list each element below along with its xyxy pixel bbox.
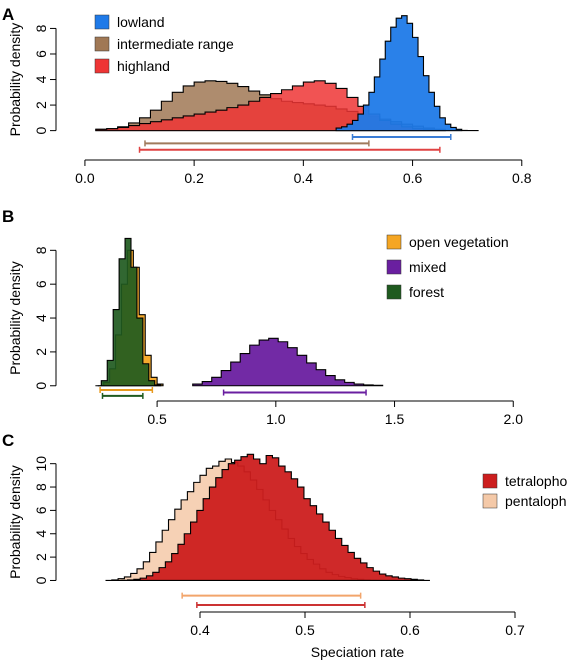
legend-swatch-forest bbox=[386, 284, 402, 300]
legend-label-intermediate: intermediate range bbox=[117, 36, 234, 52]
x-tick-label: 0.4 bbox=[294, 170, 314, 186]
x-tick-label: 1.5 bbox=[385, 411, 405, 427]
panel-label: A bbox=[2, 5, 14, 24]
legend: tetralophodont molar pentalophodont molar bbox=[482, 473, 567, 509]
x-tick-label: 1.0 bbox=[266, 411, 286, 427]
legend-label-penta: pentalophodont molar bbox=[505, 493, 567, 509]
legend-label-tetra: tetralophodont molar bbox=[505, 473, 567, 489]
legend-label-mixed: mixed bbox=[409, 259, 446, 275]
legend-swatch-tetra bbox=[482, 473, 498, 489]
y-tick-label: 8 bbox=[33, 483, 49, 491]
x-tick-label: 0.6 bbox=[400, 622, 420, 638]
chart-panel-B: B Probability density 0 2 4 6 8 0.5 1.0 1.5 2.0 ope… bbox=[2, 207, 523, 427]
y-tick-label: 2 bbox=[33, 101, 49, 109]
x-tick-label: 0.5 bbox=[147, 411, 167, 427]
legend-swatch-highland bbox=[94, 58, 110, 74]
histogram-tetra bbox=[121, 453, 430, 582]
y-tick-label: 8 bbox=[33, 246, 49, 254]
y-tick-label: 6 bbox=[33, 50, 49, 58]
x-tick-label: 0.7 bbox=[505, 622, 525, 638]
histogram-forest bbox=[95, 237, 162, 387]
x-tick-label: 0.4 bbox=[190, 622, 210, 638]
x-tick-label: 0.8 bbox=[512, 170, 532, 186]
x-tick-label: 0.5 bbox=[295, 622, 315, 638]
y-tick-label: 10 bbox=[33, 456, 49, 472]
x-tick-label: 0.0 bbox=[75, 170, 95, 186]
legend-label-open: open vegetation bbox=[409, 234, 509, 250]
y-tick-label: 0 bbox=[33, 382, 49, 390]
chart-panel-C: C Probability density 0 2 4 6 8 10 0.4 0.5 0.6 0.7 S… bbox=[2, 431, 567, 660]
y-tick-label: 4 bbox=[33, 530, 49, 538]
histogram-mixed bbox=[192, 337, 384, 387]
y-tick-label: 6 bbox=[33, 280, 49, 288]
legend-swatch-open bbox=[386, 234, 402, 250]
x-axis-label: Speciation rate bbox=[311, 644, 405, 660]
y-tick-label: 4 bbox=[33, 75, 49, 83]
x-tick-label: 0.2 bbox=[184, 170, 204, 186]
y-tick-label: 2 bbox=[33, 348, 49, 356]
legend-label-forest: forest bbox=[409, 284, 444, 300]
legend-swatch-penta bbox=[482, 493, 498, 509]
legend-swatch-intermediate bbox=[94, 36, 110, 52]
y-axis-label: Probability density bbox=[7, 261, 23, 375]
panel-label: C bbox=[2, 431, 14, 450]
y-axis-label: Probability density bbox=[7, 23, 23, 137]
legend: lowland intermediate range highland bbox=[94, 14, 234, 74]
panel-label: B bbox=[2, 207, 14, 226]
y-tick-label: 2 bbox=[33, 553, 49, 561]
legend: open vegetation mixed forest bbox=[386, 234, 509, 300]
y-tick-label: 0 bbox=[33, 127, 49, 135]
x-tick-label: 0.6 bbox=[403, 170, 423, 186]
y-tick-label: 0 bbox=[33, 576, 49, 584]
legend-label-lowland: lowland bbox=[117, 14, 164, 30]
legend-swatch-lowland bbox=[94, 14, 110, 30]
y-tick-label: 4 bbox=[33, 314, 49, 322]
x-tick-label: 2.0 bbox=[504, 411, 524, 427]
y-tick-label: 8 bbox=[33, 24, 49, 32]
legend-swatch-mixed bbox=[386, 259, 402, 275]
y-tick-label: 6 bbox=[33, 506, 49, 514]
y-axis-label: Probability density bbox=[7, 465, 23, 579]
legend-label-highland: highland bbox=[117, 58, 170, 74]
histogram-lowland bbox=[335, 15, 463, 132]
